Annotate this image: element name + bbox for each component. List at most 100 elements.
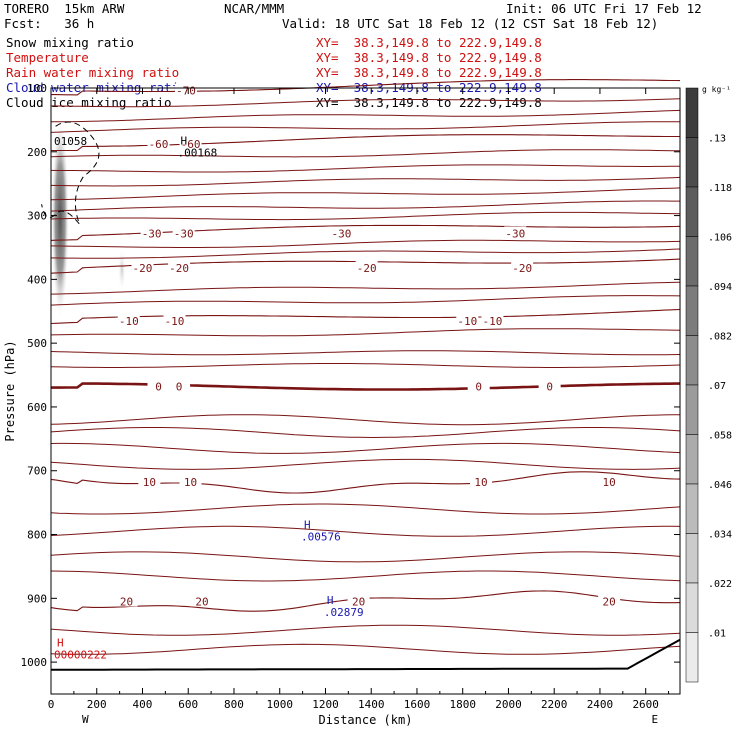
x-tick-label: 800	[224, 698, 244, 711]
temperature-contour	[50, 427, 681, 439]
colorbar-swatch	[685, 186, 699, 237]
contour-label: 20	[602, 596, 615, 609]
temperature-contour	[50, 200, 680, 212]
terrain-line	[50, 638, 681, 671]
temperature-contour	[50, 328, 681, 337]
legend-temperature-xy: XY= 38.3,149.8 to 222.9,149.8	[316, 50, 542, 65]
contour-label-bg	[504, 226, 527, 239]
west-label: W	[82, 713, 89, 726]
x-tick-label: 1600	[404, 698, 431, 711]
colorbar-tick-label: .046	[708, 480, 732, 491]
temperature-contour	[50, 164, 681, 173]
temperature-contour--70	[51, 79, 681, 96]
x-tick-label: 1400	[358, 698, 385, 711]
contour-label: 0	[176, 381, 183, 394]
temperature-contour	[50, 363, 681, 368]
contour-label: 10	[602, 476, 615, 489]
maximum-value: .02879	[324, 606, 364, 619]
y-tick-label: 500	[27, 337, 47, 350]
contour-label-bg	[147, 137, 170, 150]
contour-label: -10	[119, 315, 139, 328]
contour-label-bg	[115, 594, 138, 607]
colorbar-swatch	[685, 384, 699, 435]
y-tick-label: 900	[27, 592, 47, 605]
contour-label: -60	[181, 138, 201, 151]
contour-label: -20	[169, 262, 189, 275]
y-axis-title: Pressure (hPa)	[3, 340, 17, 441]
valid-time: Valid: 18 UTC Sat 18 Feb 12 (12 CST Sat …	[282, 16, 659, 31]
east-label: E	[652, 713, 659, 726]
colorbar-tick-label: .118	[708, 183, 732, 194]
colorbar-tick-label: .13	[708, 134, 726, 145]
temperature-contour	[50, 414, 681, 426]
contour-label: -60	[149, 138, 169, 151]
contour-label: -20	[357, 262, 377, 275]
contour-label-bg	[147, 379, 170, 392]
contour-label: 10	[474, 476, 487, 489]
legend-rain-label: Rain water mixing ratio	[6, 65, 180, 80]
contour-label-bg	[168, 379, 191, 392]
contour-label-bg	[467, 379, 490, 392]
y-tick-label: 800	[27, 529, 47, 542]
colorbar-tick-label: .058	[708, 431, 732, 442]
colorbar-swatch	[685, 483, 699, 534]
contour-label-bg	[470, 475, 493, 488]
temperature-contour	[50, 570, 681, 582]
colorbar-swatch	[685, 582, 699, 633]
x-tick-label: 2600	[632, 698, 659, 711]
y-tick-label: 600	[27, 401, 47, 414]
colorbar-swatch	[685, 87, 699, 138]
colorbar-swatch	[685, 632, 699, 683]
y-tick-label: 200	[27, 146, 47, 159]
y-tick-label: 400	[27, 273, 47, 286]
temperature-contour	[51, 109, 681, 123]
colorbar-swatch	[685, 285, 699, 336]
contour-label-bg	[131, 260, 154, 273]
contour-label-bg	[598, 594, 621, 607]
x-tick-label: 1200	[312, 698, 339, 711]
contour-label: -10	[457, 315, 477, 328]
contour-label: 0	[475, 381, 482, 394]
contour-label: -10	[483, 315, 503, 328]
colorbar-tick-label: .022	[708, 579, 732, 590]
temperature-contour	[50, 281, 681, 295]
maximum-marker: H	[57, 637, 64, 650]
contour-label-bg	[481, 313, 504, 326]
org-label: NCAR/MMM	[224, 1, 285, 16]
contour-label: -30	[174, 227, 194, 240]
temperature-contour	[50, 121, 680, 133]
contour-label-bg	[347, 594, 370, 607]
contour-label-bg	[163, 313, 186, 326]
model-title: TORERO 15km ARW	[4, 1, 125, 16]
contour-label-bg	[456, 313, 479, 326]
contour-label: -10	[165, 315, 185, 328]
temperature-contour	[50, 458, 681, 470]
colorbar-unit: g kg⁻¹	[702, 85, 731, 94]
x-tick-label: 2400	[587, 698, 614, 711]
y-tick-label: 100	[27, 82, 47, 95]
maximum-marker: H	[304, 519, 311, 532]
snow-shade-minor	[117, 247, 126, 292]
contour-label-bg	[511, 260, 534, 273]
contour-label: 10	[184, 476, 197, 489]
contour-label: 20	[352, 596, 365, 609]
y-tick-label: 700	[27, 465, 47, 478]
temperature-contour	[50, 187, 681, 201]
contour-label: 0	[546, 381, 553, 394]
x-tick-label: 1800	[449, 698, 476, 711]
temperature-contour	[50, 211, 681, 221]
temperature-contour	[50, 149, 681, 158]
contour-label: -30	[505, 227, 525, 240]
temperature-contour	[50, 176, 681, 187]
temperature-contour	[50, 239, 681, 248]
x-tick-label: 2200	[541, 698, 568, 711]
contour-label-bg	[330, 226, 353, 239]
contour-label-bg	[138, 475, 161, 488]
contour-label: -70	[176, 85, 196, 98]
contour-label-bg	[598, 475, 621, 488]
colorbar-swatch	[685, 533, 699, 584]
temperature-contour	[50, 350, 681, 356]
maximum-value: 00000222	[54, 649, 107, 662]
x-tick-label: 2000	[495, 698, 522, 711]
